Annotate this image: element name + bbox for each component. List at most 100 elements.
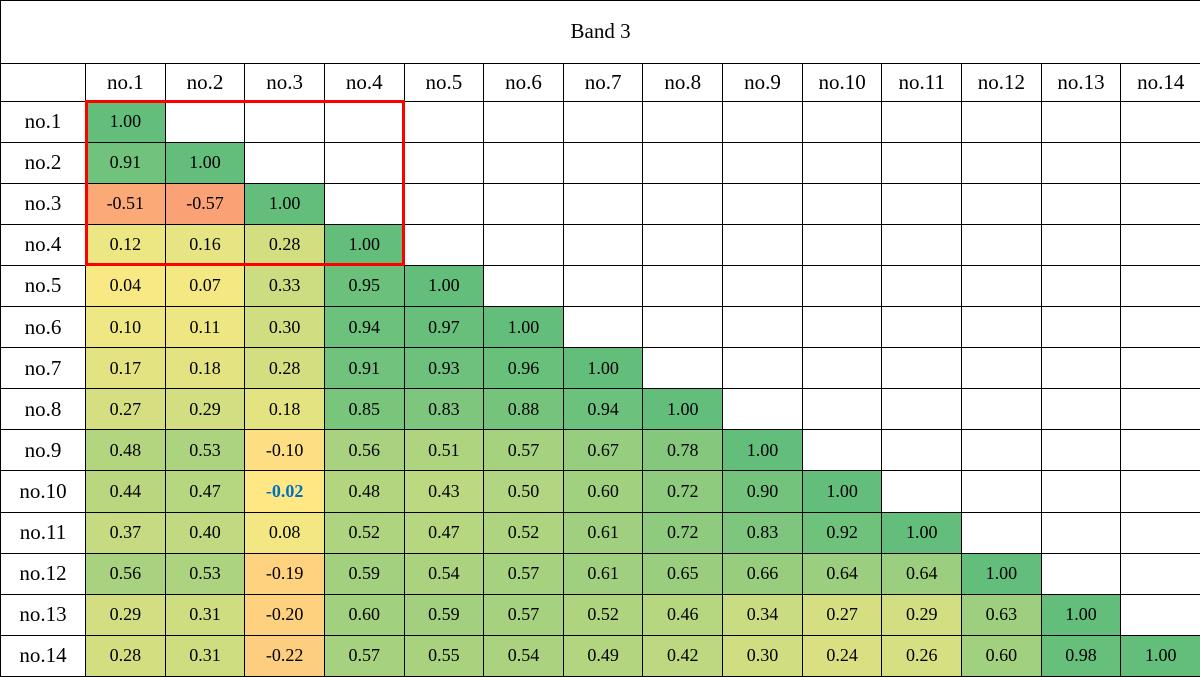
empty-cell <box>722 306 803 349</box>
cell-no-10-x-no-9: 0.90 <box>722 470 803 513</box>
empty-cell <box>642 141 724 184</box>
empty-cell <box>1120 306 1200 349</box>
empty-cell <box>483 182 564 225</box>
cell-no-8-x-no-4: 0.85 <box>323 388 405 431</box>
cell-no-11-x-no-1: 0.37 <box>85 511 166 554</box>
empty-cell <box>1040 347 1122 390</box>
cell-no-10-x-no-2: 0.47 <box>164 470 246 513</box>
empty-cell <box>801 223 883 266</box>
empty-cell <box>1120 100 1200 143</box>
col-header-no-5: no.5 <box>403 62 485 102</box>
matrix-row-no-2: no.2 0.91 1.00 <box>0 141 1200 184</box>
cell-no-6-x-no-2: 0.11 <box>164 306 246 349</box>
cell-no-13-x-no-10: 0.27 <box>801 593 883 636</box>
empty-cell <box>164 100 246 143</box>
empty-cell <box>961 511 1042 554</box>
empty-cell <box>483 264 564 308</box>
empty-cell <box>562 182 644 225</box>
matrix-row-no-8: no.8 0.27 0.29 0.18 0.85 0.83 0.88 0.94 1.00 <box>0 388 1200 431</box>
cell-no-13-x-no-13: 1.00 <box>1040 593 1122 636</box>
empty-cell <box>801 429 883 472</box>
empty-cell <box>961 141 1042 184</box>
empty-cell <box>881 264 963 308</box>
row-header-no-4: no.4 <box>0 223 86 266</box>
row-header-no-7: no.7 <box>0 347 86 390</box>
cell-no-11-x-no-10: 0.92 <box>801 511 883 554</box>
cell-no-10-x-no-3: -0.02 <box>244 470 325 513</box>
empty-cell <box>244 141 325 184</box>
empty-cell <box>801 182 883 225</box>
empty-cell <box>1120 264 1200 308</box>
empty-cell <box>881 429 963 472</box>
row-header-no-1: no.1 <box>0 100 86 143</box>
cell-no-14-x-no-9: 0.30 <box>722 634 803 677</box>
cell-no-10-x-no-8: 0.72 <box>642 470 724 513</box>
cell-no-14-x-no-5: 0.55 <box>403 634 485 677</box>
cell-no-12-x-no-10: 0.64 <box>801 552 883 595</box>
empty-cell <box>881 141 963 184</box>
row-header-no-13: no.13 <box>0 593 86 636</box>
empty-cell <box>722 223 803 266</box>
empty-cell <box>642 264 724 308</box>
row-header-no-6: no.6 <box>0 306 86 349</box>
cell-no-7-x-no-2: 0.18 <box>164 347 246 390</box>
cell-no-6-x-no-4: 0.94 <box>323 306 405 349</box>
cell-no-10-x-no-1: 0.44 <box>85 470 166 513</box>
cell-no-13-x-no-5: 0.59 <box>403 593 485 636</box>
row-header-no-14: no.14 <box>0 634 86 677</box>
cell-no-11-x-no-6: 0.52 <box>483 511 564 554</box>
col-header-no-6: no.6 <box>483 62 564 102</box>
cell-no-14-x-no-14: 1.00 <box>1120 634 1200 677</box>
empty-cell <box>1120 511 1200 554</box>
cell-no-7-x-no-6: 0.96 <box>483 347 564 390</box>
cell-no-13-x-no-6: 0.57 <box>483 593 564 636</box>
cell-no-11-x-no-8: 0.72 <box>642 511 724 554</box>
matrix-row-no-4: no.4 0.12 0.16 0.28 1.00 <box>0 223 1200 266</box>
empty-cell <box>801 141 883 184</box>
empty-cell <box>403 141 485 184</box>
matrix-row-no-1: no.1 1.00 <box>0 100 1200 143</box>
cell-no-14-x-no-3: -0.22 <box>244 634 325 677</box>
empty-cell <box>961 470 1042 513</box>
cell-no-12-x-no-7: 0.61 <box>562 552 644 595</box>
cell-no-14-x-no-4: 0.57 <box>323 634 405 677</box>
empty-cell <box>801 388 883 431</box>
cell-no-13-x-no-8: 0.46 <box>642 593 724 636</box>
cell-no-5-x-no-2: 0.07 <box>164 264 246 308</box>
cell-no-12-x-no-2: 0.53 <box>164 552 246 595</box>
cell-no-9-x-no-3: -0.10 <box>244 429 325 472</box>
empty-cell <box>1120 552 1200 595</box>
col-header-no-9: no.9 <box>722 62 803 102</box>
empty-cell <box>881 388 963 431</box>
cell-no-4-x-no-3: 0.28 <box>244 223 325 266</box>
empty-cell <box>323 141 405 184</box>
cell-no-4-x-no-4: 1.00 <box>323 223 405 266</box>
empty-cell <box>1120 470 1200 513</box>
cell-no-5-x-no-3: 0.33 <box>244 264 325 308</box>
empty-cell <box>483 223 564 266</box>
empty-cell <box>1040 552 1122 595</box>
empty-cell <box>1040 306 1122 349</box>
cell-no-8-x-no-5: 0.83 <box>403 388 485 431</box>
empty-cell <box>483 100 564 143</box>
empty-cell <box>1120 388 1200 431</box>
cell-no-14-x-no-10: 0.24 <box>801 634 883 677</box>
cell-no-13-x-no-7: 0.52 <box>562 593 644 636</box>
row-header-no-11: no.11 <box>0 511 86 554</box>
row-header-no-8: no.8 <box>0 388 86 431</box>
chart-title: Band 3 <box>0 0 1200 64</box>
cell-no-14-x-no-2: 0.31 <box>164 634 246 677</box>
cell-no-7-x-no-3: 0.28 <box>244 347 325 390</box>
cell-no-14-x-no-6: 0.54 <box>483 634 564 677</box>
col-header-no-11: no.11 <box>881 62 963 102</box>
empty-cell <box>642 223 724 266</box>
empty-cell <box>1120 429 1200 472</box>
cell-no-10-x-no-7: 0.60 <box>562 470 644 513</box>
empty-cell <box>881 306 963 349</box>
col-header-no-13: no.13 <box>1040 62 1122 102</box>
empty-cell <box>562 223 644 266</box>
empty-cell <box>642 100 724 143</box>
matrix-row-no-9: no.9 0.48 0.53 -0.10 0.56 0.51 0.57 0.67 0.78 1.0… <box>0 429 1200 472</box>
row-header-no-12: no.12 <box>0 552 86 595</box>
